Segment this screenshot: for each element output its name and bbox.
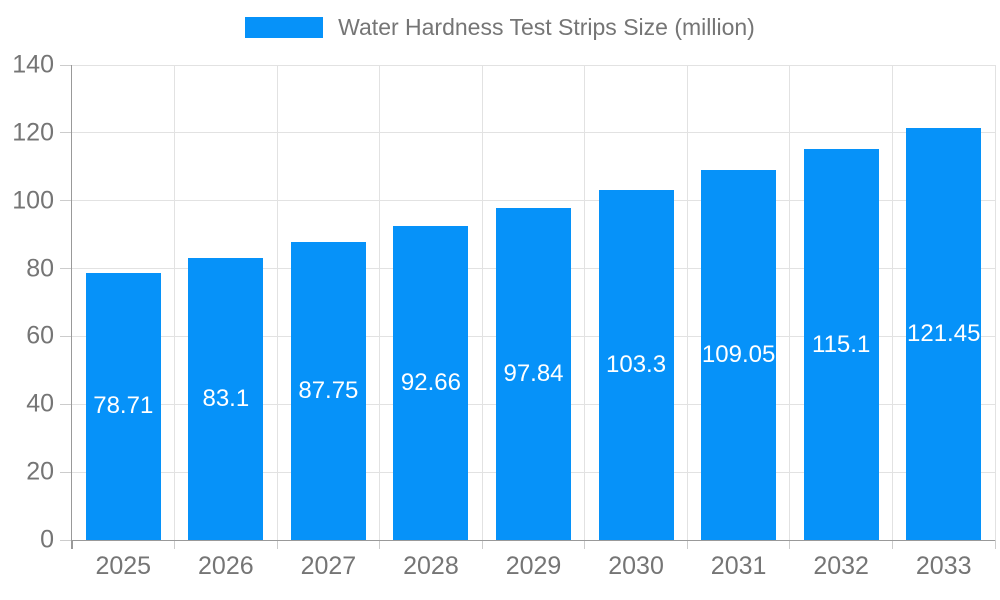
x-axis-label: 2026 bbox=[198, 552, 254, 580]
y-gridline bbox=[72, 200, 995, 202]
x-gridline bbox=[789, 65, 791, 540]
x-gridline bbox=[891, 65, 893, 540]
x-axis-label: 2031 bbox=[710, 552, 767, 580]
y-axis-label: 120 bbox=[12, 118, 54, 147]
bar-2032[interactable] bbox=[803, 149, 879, 540]
y-axis-label: 20 bbox=[26, 457, 54, 486]
y-axis-label: 60 bbox=[26, 321, 54, 350]
x-axis-tick bbox=[789, 540, 791, 549]
x-axis-tick bbox=[584, 540, 586, 549]
x-gridline bbox=[994, 65, 996, 540]
bar-2027[interactable] bbox=[290, 242, 366, 540]
x-axis-label: 2029 bbox=[505, 552, 562, 580]
y-axis-label: 140 bbox=[12, 50, 54, 79]
y-axis-tick bbox=[60, 200, 72, 202]
x-gridline bbox=[379, 65, 381, 540]
y-axis-label: 0 bbox=[40, 525, 54, 554]
x-gridline bbox=[481, 65, 483, 540]
x-axis-label: 2030 bbox=[608, 552, 664, 580]
y-axis-label: 40 bbox=[26, 389, 54, 418]
x-gridline bbox=[686, 65, 688, 540]
legend-swatch bbox=[245, 17, 324, 39]
bar-2028[interactable] bbox=[393, 225, 469, 540]
bar-2033[interactable] bbox=[906, 127, 982, 540]
y-axis-tick bbox=[60, 132, 72, 134]
bar-2031[interactable] bbox=[701, 170, 777, 540]
plot-area: 0 20 40 60 80 100 120 140 78.71 2025 83.1 2026 87.75… bbox=[12, 51, 996, 580]
legend-label: Water Hardness Test Strips Size (million… bbox=[338, 14, 755, 40]
x-axis-label: 2032 bbox=[813, 552, 869, 580]
bar-2029[interactable] bbox=[496, 208, 571, 540]
y-axis-tick bbox=[60, 403, 72, 405]
x-axis-tick bbox=[379, 540, 381, 549]
y-axis-tick bbox=[60, 335, 72, 337]
legend[interactable]: Water Hardness Test Strips Size (million… bbox=[0, 14, 1000, 42]
x-axis-label: 2028 bbox=[403, 552, 459, 580]
x-gridline bbox=[174, 65, 176, 540]
y-gridline bbox=[72, 64, 995, 66]
x-axis-label: 2025 bbox=[95, 552, 152, 580]
x-axis-label: 2027 bbox=[300, 552, 357, 580]
y-axis-tick bbox=[60, 539, 72, 541]
x-axis-label: 2033 bbox=[915, 552, 972, 580]
bar-2030[interactable] bbox=[598, 189, 674, 540]
bar-2026[interactable] bbox=[188, 258, 264, 540]
x-axis-tick bbox=[481, 540, 483, 549]
y-axis-label: 100 bbox=[12, 186, 54, 215]
x-axis-line bbox=[72, 539, 995, 541]
y-axis-tick bbox=[60, 268, 72, 270]
x-axis-tick bbox=[686, 540, 688, 549]
x-axis-tick bbox=[994, 540, 996, 549]
x-axis-tick bbox=[71, 540, 73, 549]
y-axis-line bbox=[71, 65, 72, 549]
x-axis-tick bbox=[276, 540, 278, 549]
y-gridline bbox=[72, 132, 995, 134]
x-axis-tick bbox=[891, 540, 893, 549]
x-gridline bbox=[584, 65, 586, 540]
y-axis-label: 80 bbox=[26, 254, 54, 283]
x-axis-tick bbox=[174, 540, 176, 549]
bar-2025[interactable] bbox=[85, 272, 161, 540]
x-gridline bbox=[276, 65, 278, 540]
y-axis-tick bbox=[60, 64, 72, 66]
y-axis-tick bbox=[60, 471, 72, 473]
